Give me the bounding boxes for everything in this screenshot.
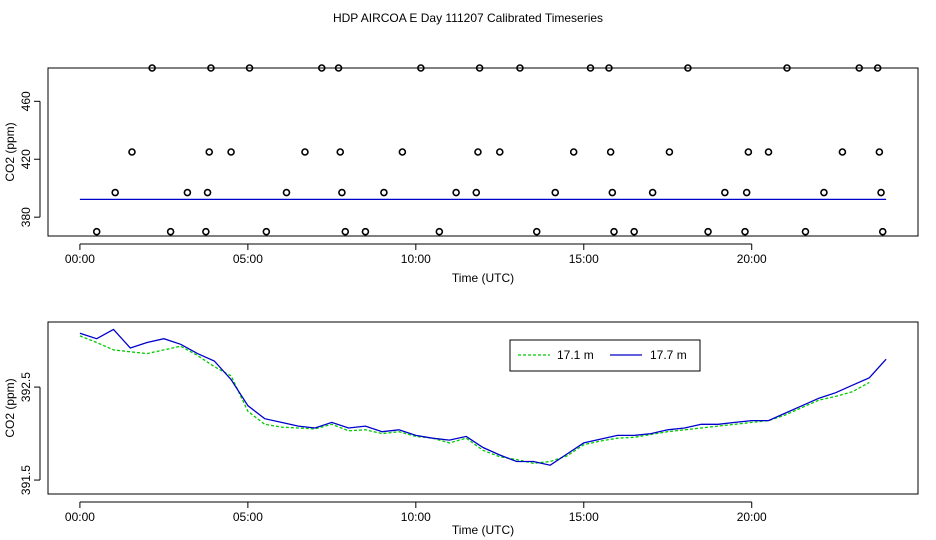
scatter-point [205,148,214,156]
scatter-point [721,188,729,197]
scatter-point [875,148,884,156]
top-y-tick-label: 380 [19,207,33,227]
scatter-point [877,188,885,197]
scatter-point [684,64,692,72]
scatter-point [783,64,791,72]
top-y-axis: 380 420 460 [19,91,41,227]
top-y-tick-label: 460 [19,91,33,111]
scatter-point [569,148,578,156]
scatter-point [92,227,101,236]
scatter-point [764,148,773,156]
scatter-point [744,148,753,156]
scatter-point [207,64,215,72]
scatter-point [245,64,254,72]
scatter-point [227,148,235,156]
top-x-tick-label: 15:00 [569,252,599,266]
bottom-plot-frame [47,321,919,495]
scatter-point [301,148,309,156]
scatter-point [203,188,212,197]
scatter-point [417,64,425,72]
bottom-series-line-1 [79,328,887,466]
scatter-point [317,64,326,72]
scatter-point [398,148,407,156]
scatter-point [551,188,560,197]
legend-label-17-7m: 17.7 m [650,348,687,362]
figure-title: HDP AIRCOA E Day 111207 Calibrated Times… [333,11,603,25]
scatter-point [474,148,482,156]
bottom-panel: 00:00 05:00 10:00 15:00 20:00 391.5 392.5 Tim… [3,321,919,537]
bottom-x-tick-label: 20:00 [737,510,767,524]
top-x-tick-label: 20:00 [737,252,767,266]
scatter-point [586,64,595,72]
bottom-y-tick-label: 391.5 [19,465,33,495]
scatter-point [361,227,370,236]
top-x-tick-label: 00:00 [65,252,95,266]
scatter-point [262,227,271,236]
bottom-series-lines [79,328,887,466]
scatter-point [202,227,210,236]
bottom-x-tick-label: 05:00 [233,510,263,524]
top-plot-frame [47,67,919,237]
scatter-point [495,148,504,156]
scatter-point [820,188,828,197]
bottom-x-axis-label: Time (UTC) [452,523,514,537]
scatter-point [855,64,864,72]
scatter-point [282,188,291,197]
scatter-point [878,227,887,236]
top-x-axis-label: Time (UTC) [452,271,514,285]
bottom-y-tick-label: 392.5 [19,372,33,402]
scatter-point [648,188,657,197]
scatter-point [630,227,638,236]
scatter-point [801,227,810,236]
scatter-point [608,188,617,197]
legend-box [509,339,701,372]
scatter-point [605,64,613,72]
scatter-point [606,148,615,156]
scatter-point [380,188,388,197]
scatter-point [742,188,751,197]
scatter-point [873,64,882,72]
scatter-point [704,227,712,236]
bottom-series-line-0 [79,335,870,464]
scatter-point [475,64,484,72]
top-panel: 00:00 05:00 10:00 15:00 20:00 380 420 460 Time… [3,64,919,285]
scatter-point [183,188,192,197]
scatter-point [532,227,541,236]
scatter-point [148,64,156,72]
scatter-point [452,188,460,197]
top-x-tick-label: 10:00 [401,252,431,266]
scatter-point [341,227,350,236]
bottom-y-axis: 391.5 392.5 [19,372,41,495]
bottom-x-tick-label: 00:00 [65,510,95,524]
scatter-point [665,148,674,156]
bottom-y-axis-label: CO2 (ppm) [3,378,17,437]
scatter-point [338,188,346,197]
scatter-point [128,148,136,156]
scatter-point [472,188,481,197]
bottom-x-tick-label: 10:00 [401,510,431,524]
legend: 17.1 m 17.7 m [509,339,701,372]
top-scatter-points [92,64,887,236]
scatter-point [166,227,175,236]
scatter-point [334,64,343,72]
scatter-point [741,227,749,236]
scatter-point [336,148,345,156]
top-y-axis-label: CO2 (ppm) [3,122,17,181]
top-y-tick-label: 420 [19,149,33,169]
top-x-axis: 00:00 05:00 10:00 15:00 20:00 [65,243,767,266]
scatter-point [111,188,119,197]
scatter-point [435,227,444,236]
legend-label-17-1m: 17.1 m [557,348,594,362]
scatter-point [610,227,618,236]
bottom-x-tick-label: 15:00 [569,510,599,524]
scatter-point [838,148,847,156]
bottom-x-axis: 00:00 05:00 10:00 15:00 20:00 [65,501,767,524]
scatter-point [516,64,524,72]
top-x-tick-label: 05:00 [233,252,263,266]
